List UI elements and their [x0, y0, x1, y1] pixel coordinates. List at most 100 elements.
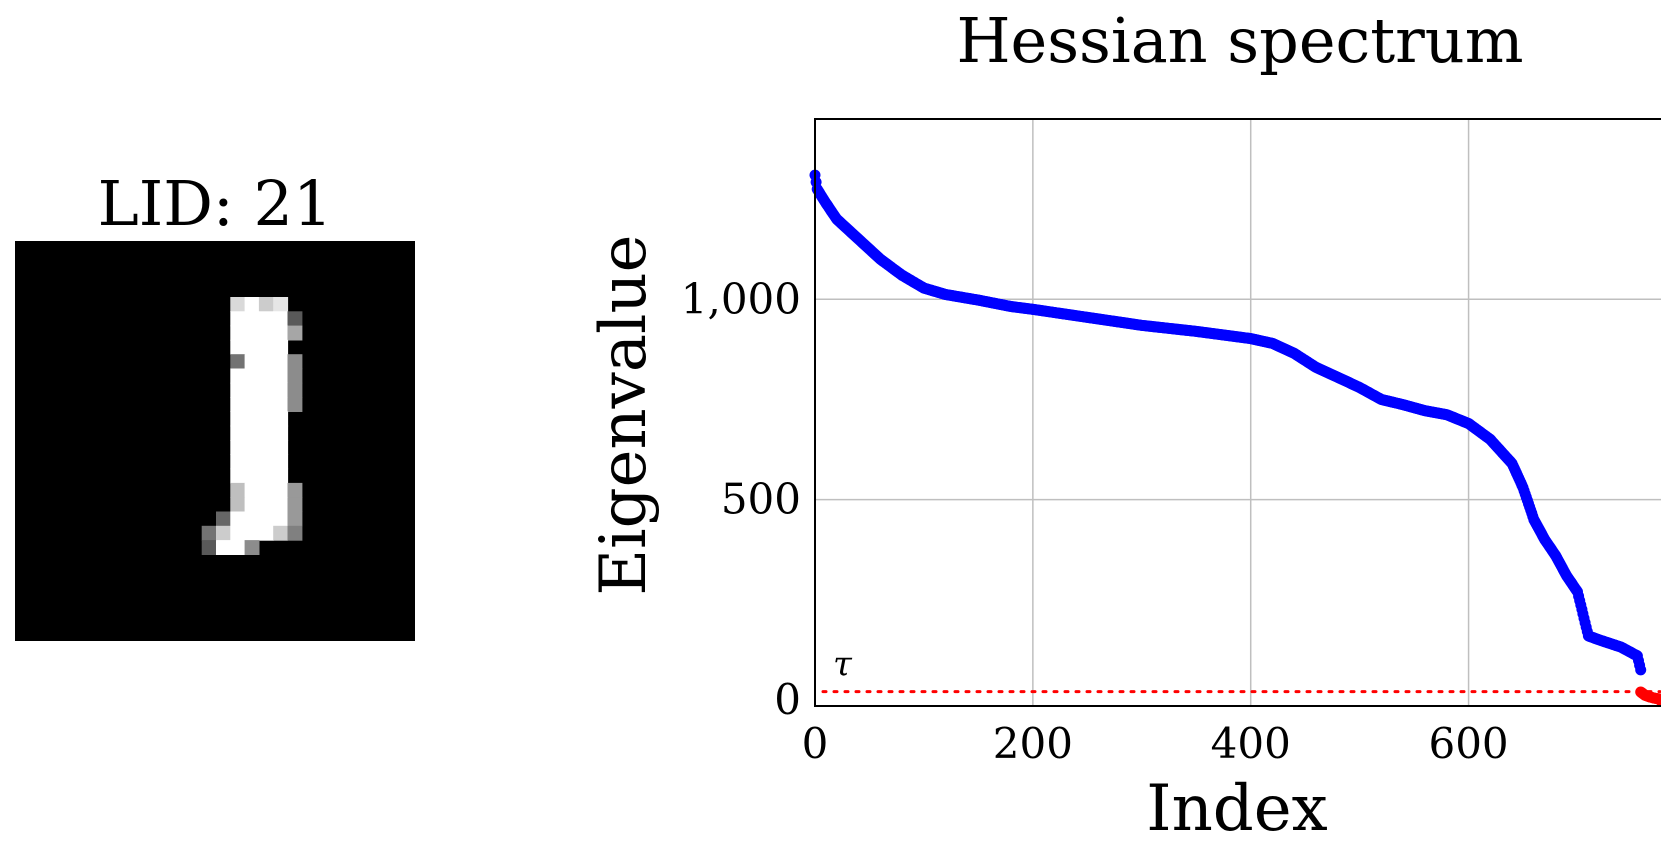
digit-pixel [244, 525, 260, 541]
image-title: LID: 21 [98, 167, 333, 240]
digit-pixel [287, 511, 303, 527]
digit-pixel [230, 339, 246, 355]
digit-image [201, 297, 303, 555]
digit-pixel [258, 325, 274, 341]
digit-pixel [216, 525, 231, 541]
digit-pixel [230, 525, 246, 541]
series-1 [1635, 686, 1661, 706]
digit-pixel [258, 368, 274, 384]
digit-pixel [258, 397, 274, 412]
digit-pixel [287, 482, 303, 498]
digit-pixel [244, 411, 260, 427]
x-axis-label: Index [1146, 772, 1327, 843]
data-point [1635, 664, 1647, 676]
digit-pixel [230, 425, 246, 441]
threshold-label: τ [833, 645, 853, 685]
digit-pixel [244, 540, 260, 555]
y-tick-label: 1,000 [681, 274, 801, 323]
digit-pixel [273, 297, 289, 312]
digit-image-frame [15, 241, 415, 641]
digit-pixel [244, 382, 260, 398]
digit-pixel [244, 497, 260, 513]
digit-pixel [230, 468, 246, 484]
digit-pixel [258, 454, 274, 470]
digit-pixel [273, 454, 289, 470]
digit-pixel [273, 382, 289, 398]
digit-pixel [244, 454, 260, 470]
digit-pixel [230, 325, 246, 341]
digit-pixel [244, 425, 260, 441]
digit-pixel [216, 540, 231, 555]
data-series [809, 169, 1661, 706]
digit-pixel [201, 540, 217, 555]
digit-pixel [201, 525, 217, 541]
digit-pixel [244, 482, 260, 498]
digit-pixel [258, 468, 274, 484]
y-tick-label: 500 [721, 475, 801, 524]
x-tick-label: 0 [802, 719, 829, 768]
x-tick-label: 200 [993, 719, 1073, 768]
digit-pixel [244, 368, 260, 384]
digit-pixel [273, 397, 289, 412]
digit-pixel [230, 411, 246, 427]
digit-pixel [258, 354, 274, 370]
digit-pixel [230, 482, 246, 498]
digit-pixel [287, 382, 303, 398]
digit-pixel [244, 468, 260, 484]
digit-pixel [244, 397, 260, 412]
digit-pixel [244, 339, 260, 355]
digit-pixel [258, 482, 274, 498]
digit-pixel [287, 497, 303, 513]
digit-pixel [273, 311, 289, 327]
digit-pixel [273, 325, 289, 341]
x-tick-label: 600 [1428, 719, 1508, 768]
digit-pixel [287, 397, 303, 412]
digit-pixel [244, 354, 260, 370]
digit-pixel [287, 311, 303, 327]
digit-pixel [287, 354, 303, 370]
digit-pixel [258, 525, 274, 541]
digit-pixel [230, 540, 246, 555]
digit-pixel [287, 325, 303, 341]
digit-pixel [230, 368, 246, 384]
digit-pixel [258, 497, 274, 513]
digit-pixel [258, 411, 274, 427]
digit-pixel [273, 339, 289, 355]
digit-pixel [230, 311, 246, 327]
grid-lines [815, 119, 1661, 706]
digit-pixel [258, 382, 274, 398]
digit-pixel [258, 339, 274, 355]
x-tick-label: 400 [1211, 719, 1291, 768]
digit-pixel [216, 511, 231, 527]
digit-pixel [230, 497, 246, 513]
digit-pixel [287, 525, 303, 541]
digit-pixel [258, 440, 274, 455]
y-tick-labels: 0 500 1,000 [681, 274, 801, 724]
axes-frame [814, 118, 1661, 707]
digit-pixel [273, 425, 289, 441]
digit-pixel [244, 311, 260, 327]
digit-pixel [273, 511, 289, 527]
digit-pixel [230, 382, 246, 398]
digit-pixel [230, 297, 246, 312]
digit-pixel [258, 297, 274, 312]
digit-pixel [273, 525, 289, 541]
digit-pixel [273, 411, 289, 427]
y-tick-label: 0 [774, 675, 801, 724]
digit-pixel [258, 425, 274, 441]
series-0 [809, 169, 1647, 676]
digit-pixel [244, 511, 260, 527]
digit-pixel [273, 354, 289, 370]
digit-pixel [258, 311, 274, 327]
digit-pixel [230, 440, 246, 455]
digit-pixel [273, 482, 289, 498]
digit-pixel [230, 397, 246, 412]
digit-pixel [230, 511, 246, 527]
digit-pixel [273, 468, 289, 484]
digit-pixel [230, 354, 246, 370]
digit-pixel [244, 325, 260, 341]
x-tick-labels: 0 200 400 600 [802, 719, 1509, 768]
chart-title: Hessian spectrum [956, 4, 1523, 77]
digit-pixel [244, 440, 260, 455]
